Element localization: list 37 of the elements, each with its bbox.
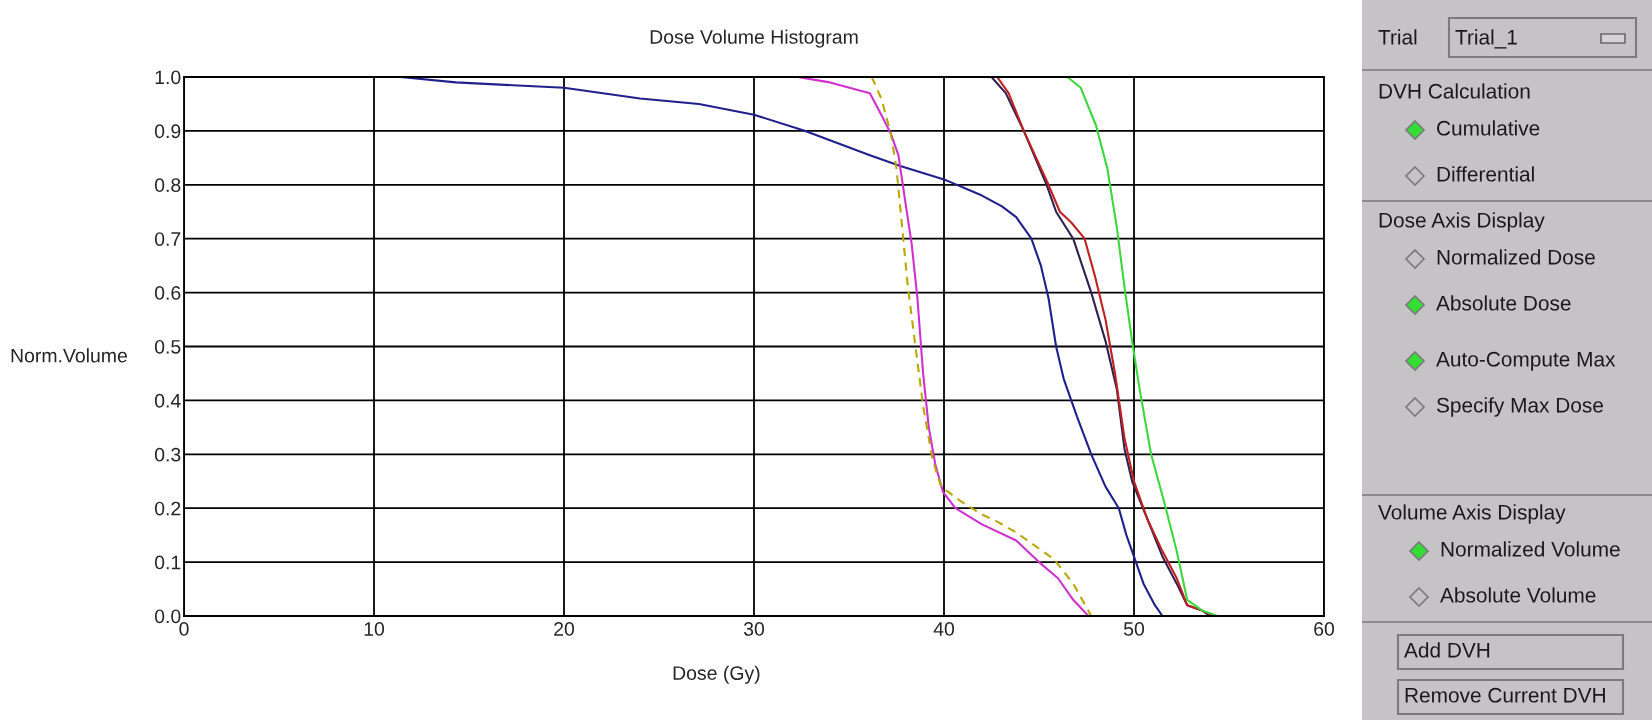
- y-tick-label: 0.6: [154, 286, 181, 300]
- x-tick-label: 0: [179, 622, 189, 636]
- text: Absolute Volume: [1440, 587, 1596, 603]
- chart-title: Dose Volume Histogram: [650, 29, 858, 48]
- text: Remove Current DVH: [1405, 687, 1605, 703]
- text: Add DVH: [1404, 642, 1490, 658]
- text: Differential: [1437, 166, 1534, 182]
- y-tick-label: 0.7: [154, 232, 181, 246]
- y-tick-label: 0.0: [154, 609, 181, 624]
- y-tick-label: 1.0: [155, 70, 181, 85]
- x-tick-label: 50: [1123, 622, 1145, 636]
- text: Normalized Dose: [1437, 249, 1595, 265]
- y-tick-label: 0.2: [154, 501, 181, 516]
- text: Absolute Dose: [1436, 295, 1571, 311]
- y-tick-label: 0.8: [154, 178, 181, 193]
- x-tick-label: 40: [933, 622, 955, 636]
- text: Specify Max Dose: [1436, 397, 1603, 417]
- x-tick-label: 60: [1314, 622, 1335, 636]
- text: Trial: [1378, 29, 1417, 45]
- line-series: [870, 77, 1093, 616]
- y-tick-label: 0.3: [154, 447, 181, 462]
- text: DVH Calculation: [1379, 83, 1530, 99]
- text: Normalized Volume: [1441, 541, 1620, 557]
- x-tick-label: 30: [743, 622, 765, 636]
- y-tick-label: 0.4: [154, 393, 181, 408]
- text: Trial_1: [1455, 29, 1517, 49]
- text: Cumulative: [1437, 120, 1540, 136]
- x-tick-label: 20: [554, 622, 575, 636]
- text: Auto-Compute Max: [1436, 351, 1616, 371]
- y-tick-label: 0.9: [154, 124, 181, 139]
- text: Dose Axis Display: [1379, 212, 1545, 232]
- x-axis-title: Dose (Gy): [673, 665, 760, 684]
- x-tick-label: 10: [364, 622, 385, 636]
- text: Volume Axis Display: [1378, 504, 1566, 524]
- y-tick-label: 0.5: [154, 339, 181, 354]
- y-tick-label: 0.1: [154, 555, 181, 570]
- y-axis-title: Norm.Volume: [11, 348, 127, 363]
